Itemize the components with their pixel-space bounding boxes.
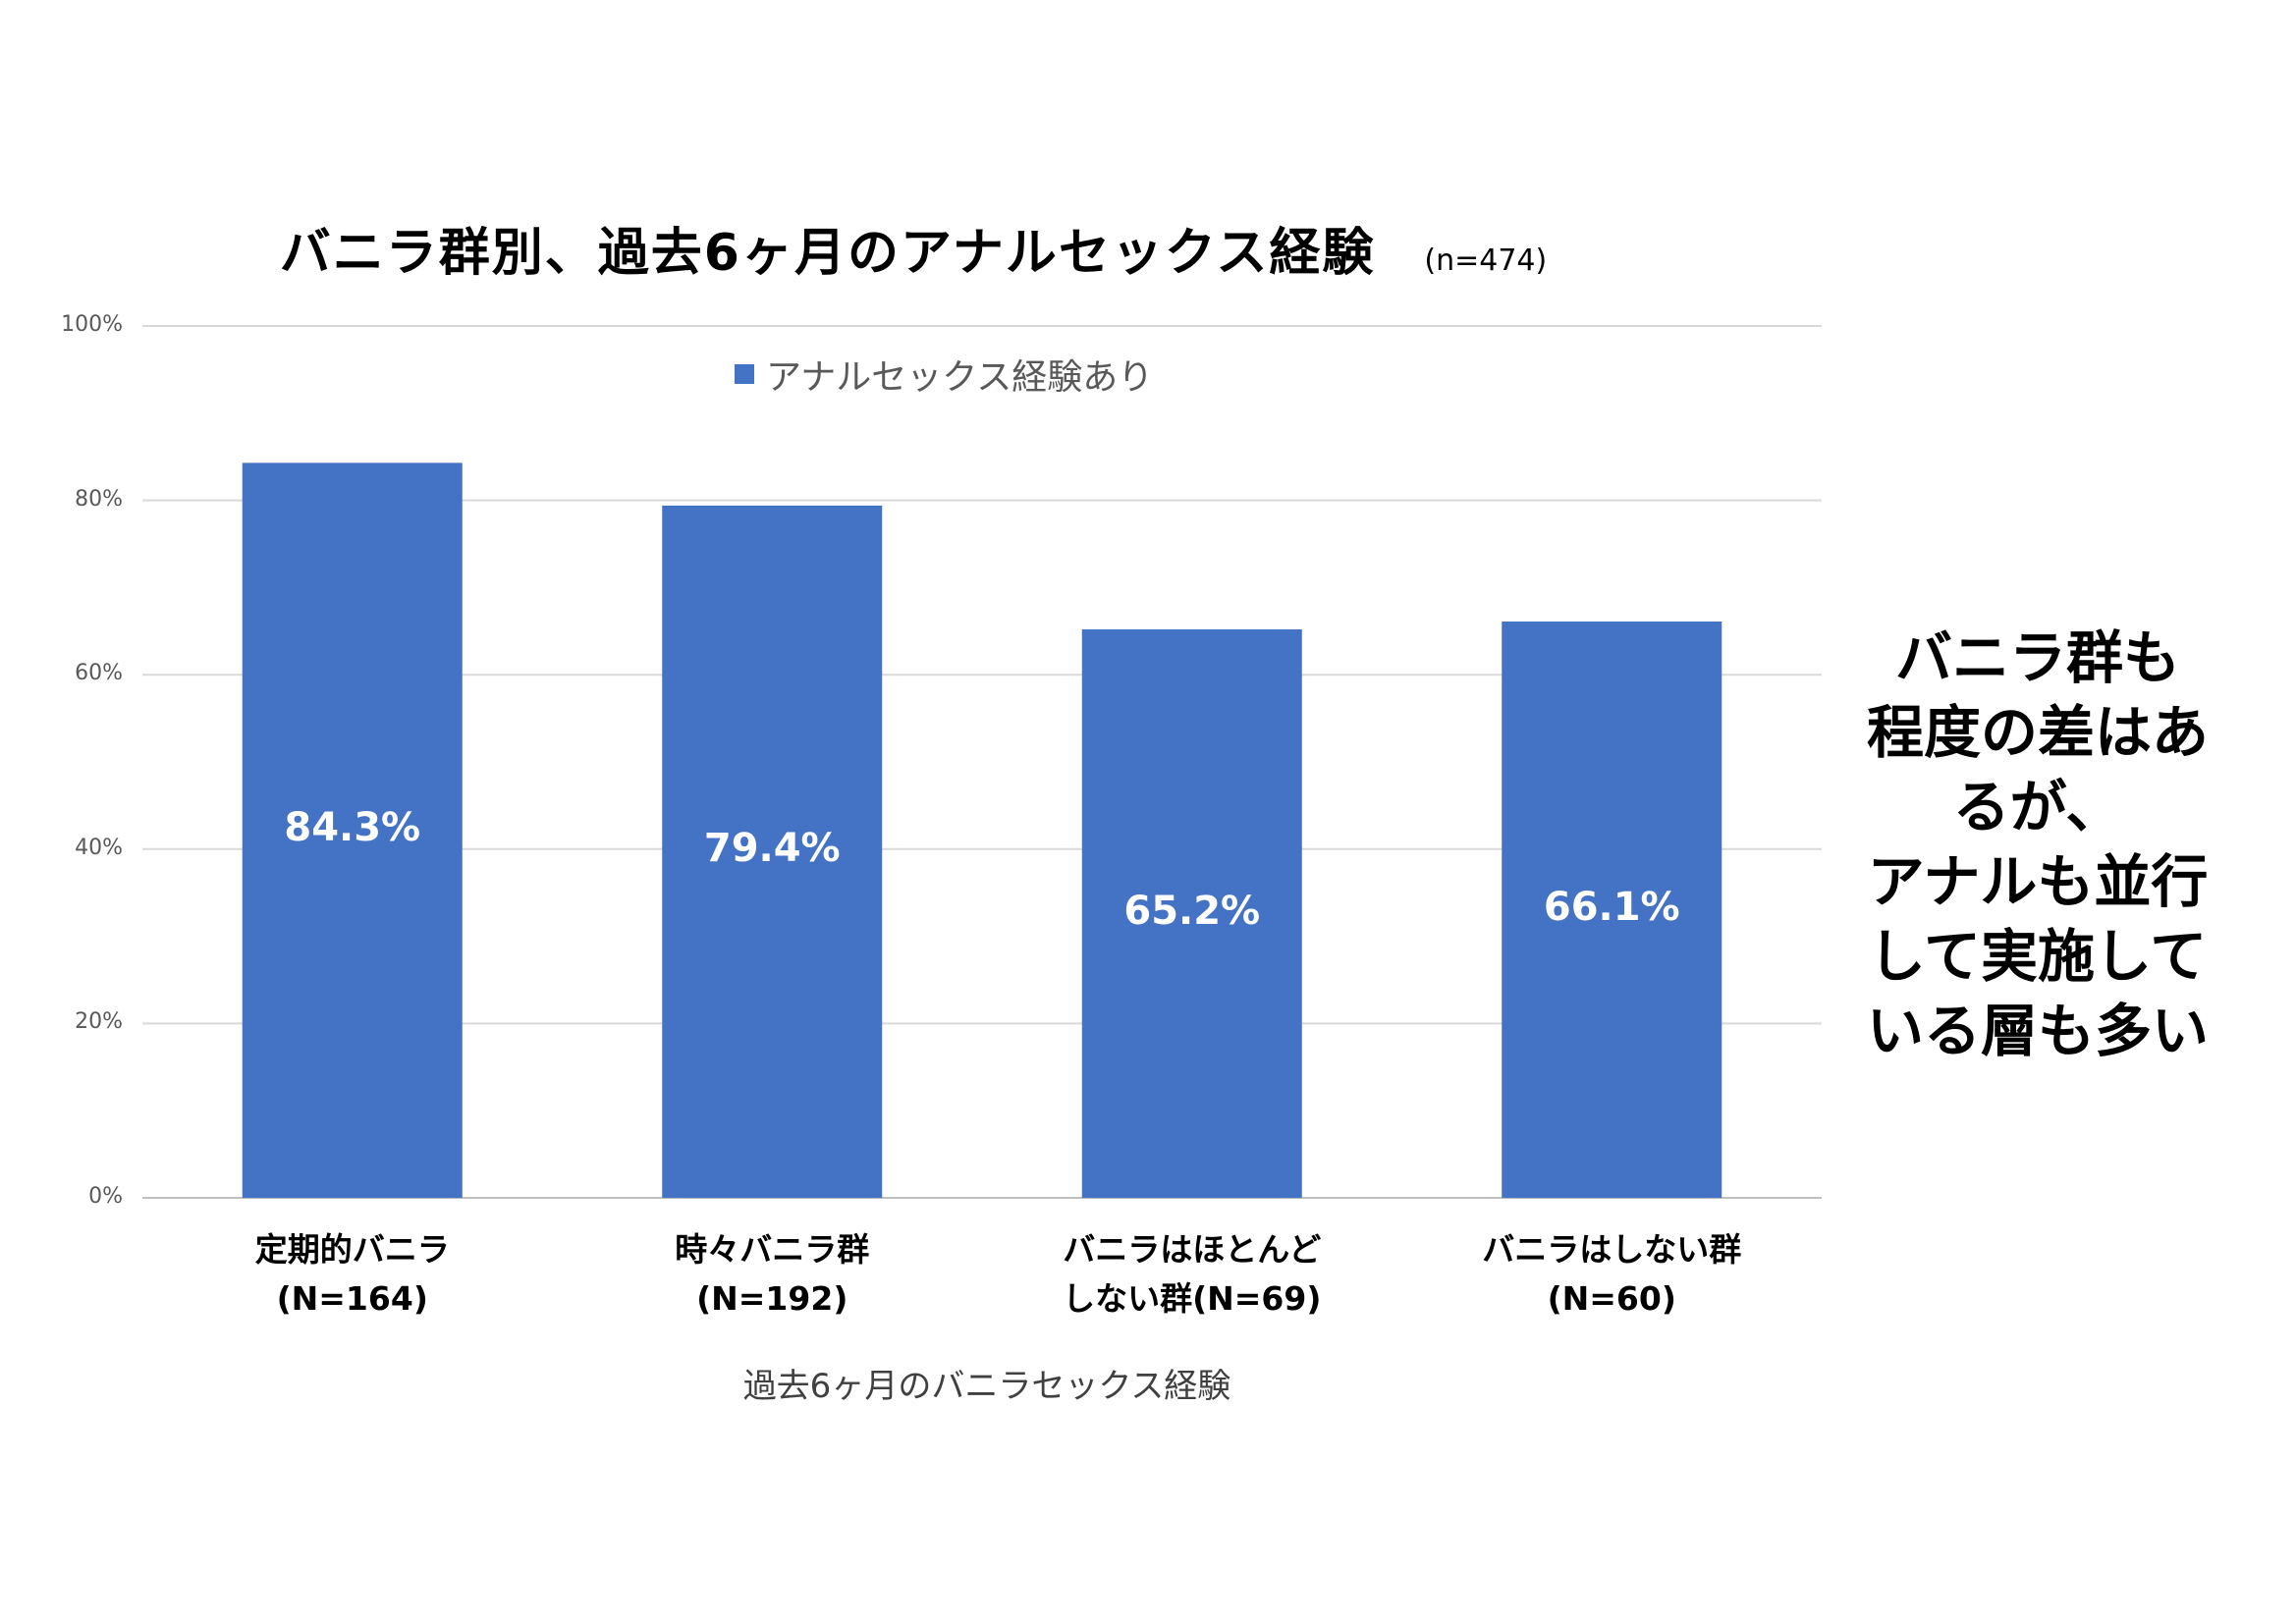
side-note-line: いる層も多い: [1866, 998, 2209, 1064]
legend-swatch: [735, 364, 754, 384]
y-tick-label: 100%: [61, 312, 123, 337]
bar-data-label: 65.2%: [1123, 888, 1261, 934]
bar-data-label: 79.4%: [703, 826, 841, 872]
side-note: バニラ群も 程度の差はあ るが、 アナルも並行 して実施して いる層も多い: [1822, 621, 2254, 1068]
y-tick-label: 60%: [75, 661, 123, 686]
side-note-line: るが、: [1952, 774, 2123, 840]
bar: [662, 505, 883, 1198]
legend-label: アナルセックス経験あり: [766, 357, 1154, 398]
side-note-line: アナルも並行: [1867, 848, 2209, 915]
bar: [1081, 629, 1302, 1198]
category-label-line: バニラはしない群: [1482, 1230, 1742, 1269]
bar-data-label: 84.3%: [284, 804, 421, 850]
bar-data-label: 66.1%: [1543, 884, 1680, 930]
chart-title-text: バニラ群別、過去6ヶ月のアナルセックス経験: [279, 224, 1376, 283]
side-note-line: バニラ群も: [1894, 624, 2180, 691]
category-label: 時々バニラ群 (N=192): [575, 1225, 968, 1323]
side-note-line: して実施して: [1868, 923, 2208, 990]
legend: アナルセックス経験あり: [735, 349, 1153, 400]
category-label-line: 定期的バニラ: [254, 1230, 450, 1269]
category-label: バニラはほとんど しない群(N=69): [996, 1225, 1389, 1323]
x-axis-title: 過去6ヶ月のバニラセックス経験: [742, 1367, 1231, 1406]
chart-title: バニラ群別、過去6ヶ月のアナルセックス経験 (n=474): [0, 211, 1827, 285]
side-note-line: 程度の差はあ: [1866, 699, 2209, 766]
bar: [242, 462, 463, 1198]
category-label-line: バニラはほとんど: [1063, 1230, 1322, 1269]
y-tick-label: 80%: [75, 486, 123, 512]
category-label: バニラはしない群 (N=60): [1415, 1225, 1808, 1323]
category-label-line: 時々バニラ群: [675, 1230, 870, 1269]
category-label-line: (N=192): [696, 1278, 848, 1318]
category-label-line: (N=60): [1547, 1278, 1676, 1318]
sample-size: (n=474): [1424, 243, 1548, 278]
category-label-line: しない群(N=69): [1063, 1278, 1322, 1318]
bar: [1502, 622, 1722, 1198]
y-tick-label: 0%: [88, 1184, 123, 1209]
y-tick-label: 20%: [75, 1009, 123, 1035]
category-label-line: (N=164): [276, 1278, 428, 1318]
category-label: 定期的バニラ (N=164): [156, 1225, 549, 1323]
y-tick-label: 40%: [75, 835, 123, 860]
